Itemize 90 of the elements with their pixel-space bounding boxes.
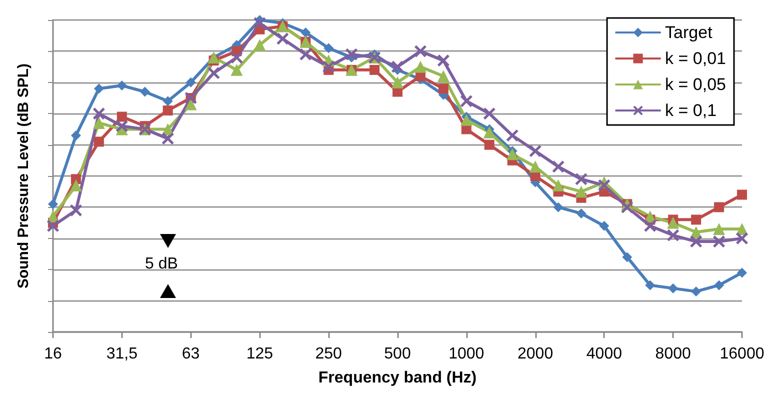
x-tick-label: 4000 (586, 346, 622, 362)
point (621, 201, 634, 214)
point (48, 199, 58, 210)
point (575, 186, 588, 198)
point (70, 174, 81, 184)
point (346, 48, 358, 60)
x-tick-label: 16 (44, 346, 62, 362)
legend-label: k = 0,1 (665, 101, 717, 120)
point (598, 179, 610, 192)
point (622, 252, 632, 262)
point (713, 236, 726, 248)
point (116, 120, 128, 132)
legend-label: k = 0,05 (665, 75, 726, 94)
point (392, 76, 404, 88)
point (552, 179, 564, 192)
x-tick-label: 31,5 (106, 346, 138, 362)
point (691, 214, 702, 225)
annotation: 5 dB (145, 256, 178, 272)
point (575, 173, 588, 186)
point (116, 80, 127, 91)
x-tick-label: 500 (384, 346, 411, 362)
point (667, 229, 680, 242)
point (437, 54, 450, 67)
point (230, 64, 243, 76)
point (484, 140, 494, 150)
point (438, 84, 448, 94)
point (483, 126, 496, 138)
x-axis-title: Frequency band (Hz) (318, 370, 477, 386)
point (254, 17, 266, 30)
point (529, 145, 542, 158)
point (737, 190, 747, 200)
point (70, 179, 82, 192)
point (737, 268, 747, 278)
point (506, 148, 518, 160)
y-axis-title: Sound Pressure Level (dB SPL) (15, 63, 32, 289)
x-tick-label: 8000 (655, 346, 691, 362)
point (460, 95, 472, 108)
point (370, 64, 380, 75)
point (230, 51, 243, 64)
point (300, 48, 312, 60)
point (94, 136, 104, 147)
point (553, 202, 564, 212)
point (691, 286, 702, 296)
point (47, 220, 59, 232)
point (667, 216, 680, 229)
point (437, 70, 450, 82)
point (713, 223, 726, 236)
point (162, 132, 174, 145)
point (92, 116, 105, 129)
point (276, 32, 289, 45)
point (324, 43, 334, 54)
x-tick-label: 63 (182, 346, 200, 362)
point (254, 38, 266, 51)
point (668, 283, 678, 294)
point (392, 60, 404, 73)
point (184, 98, 197, 110)
point (736, 232, 748, 244)
point (714, 280, 724, 290)
point (162, 96, 173, 106)
legend-label: Target (665, 23, 713, 42)
point (116, 112, 127, 122)
point (140, 86, 150, 97)
point (92, 108, 105, 120)
legend-label: k = 0,01 (665, 49, 726, 68)
point (322, 60, 335, 73)
x-tick-label: 1000 (448, 346, 484, 362)
point (552, 160, 564, 173)
point (714, 202, 724, 212)
point (576, 208, 586, 218)
point (94, 84, 104, 94)
x-tick-label: 125 (246, 346, 274, 362)
point (529, 160, 542, 173)
point (414, 60, 426, 73)
point (208, 67, 220, 80)
point (645, 280, 656, 290)
point (690, 236, 702, 248)
point (644, 220, 656, 232)
point (186, 77, 196, 88)
point (506, 129, 518, 142)
point (70, 204, 82, 216)
point (162, 105, 173, 116)
x-tick-label: 2000 (518, 346, 554, 362)
point (483, 108, 496, 120)
point (300, 27, 311, 38)
point (460, 114, 472, 126)
x-tick-label: 250 (315, 346, 342, 362)
x-tick-label: 16000 (720, 346, 764, 362)
point (70, 130, 81, 140)
point (414, 45, 426, 58)
point (599, 220, 610, 231)
